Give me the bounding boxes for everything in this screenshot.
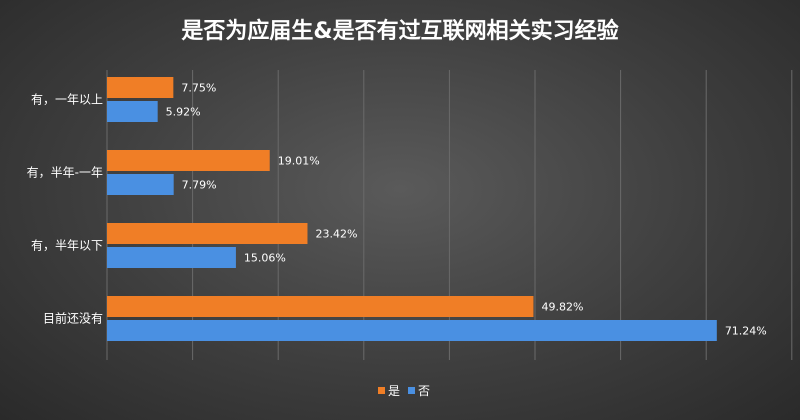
data-label: 23.42% <box>315 228 357 241</box>
bar-yes <box>107 150 270 171</box>
legend-label-no: 否 <box>418 384 430 398</box>
bar-no <box>107 101 158 122</box>
bar-no <box>107 174 174 195</box>
bar-yes <box>107 296 534 317</box>
chart-title: 是否为应届生&是否有过互联网相关实习经验 <box>181 18 618 44</box>
category-label: 目前还没有 <box>43 311 103 326</box>
data-label: 15.06% <box>244 252 286 265</box>
bars <box>107 77 717 341</box>
bar-yes <box>107 223 308 244</box>
data-labels: 7.75% 5.92% 19.01% 7.79% 23.42% 15.06% 49.82% 7… <box>166 82 767 338</box>
data-label: 71.24% <box>725 325 767 338</box>
bar-no <box>107 247 236 268</box>
legend: 是 否 <box>378 384 430 398</box>
data-label: 5.92% <box>166 106 201 119</box>
category-label: 有，半年以下 <box>31 239 103 253</box>
data-label: 7.75% <box>181 82 216 95</box>
legend-swatch-yes <box>378 387 385 394</box>
bar-yes <box>107 77 174 98</box>
grid-lines <box>106 70 793 360</box>
legend-swatch-no <box>408 387 415 394</box>
data-label: 7.79% <box>182 179 217 192</box>
bar-no <box>107 320 717 341</box>
category-label: 有，半年-一年 <box>27 166 103 180</box>
category-label: 有，一年以上 <box>31 93 103 107</box>
data-label: 49.82% <box>541 301 583 314</box>
data-label: 19.01% <box>278 155 320 168</box>
legend-label-yes: 是 <box>388 384 400 398</box>
